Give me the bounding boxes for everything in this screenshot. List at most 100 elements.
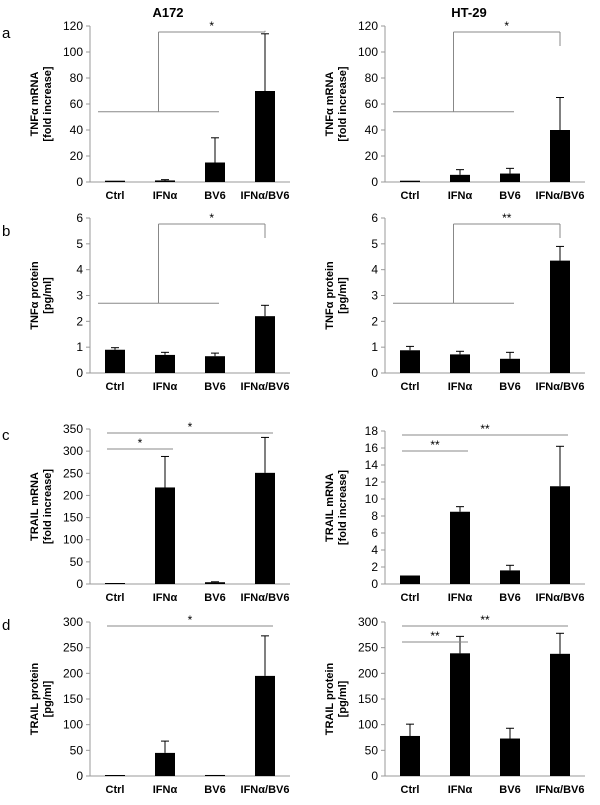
bar-ifnbv6 (550, 486, 570, 584)
bar-ifnbv6 (550, 130, 570, 182)
y-tick-label: 100 (63, 718, 83, 732)
y-tick-label: 100 (63, 45, 83, 59)
y-tick-label: 0 (76, 366, 83, 380)
y-tick-label: 2 (371, 560, 378, 574)
bar-bv6 (500, 738, 520, 776)
y-tick-label: 250 (358, 641, 378, 655)
y-tick-label: 200 (63, 666, 83, 680)
y-tick-label: 0 (76, 577, 83, 591)
bar-ifn (155, 752, 175, 776)
category-label: Ctrl (401, 592, 420, 604)
y-tick-label: 250 (63, 466, 83, 480)
y-tick-label: 1 (371, 340, 378, 354)
y-axis-title-line1: TNFα protein (29, 261, 41, 330)
row-label-b: b (2, 223, 10, 240)
y-axis-title-line2: [fold increase] (337, 66, 349, 142)
y-tick-label: 4 (371, 543, 378, 557)
y-tick-label: 300 (63, 444, 83, 458)
category-label: BV6 (499, 592, 520, 604)
row-label-d: d (2, 617, 10, 634)
category-label: IFNα (153, 592, 178, 604)
chart-b-a172: 0 1 2 3 4 5 6 TNFα protein [pg/ml] Ctrl IFNα BV6 IFN… (29, 211, 290, 393)
category-label: BV6 (499, 784, 520, 796)
chart-a-a172: 0 20 40 60 80 100 120 TNFα mRNA [fold increase] C… (29, 19, 290, 202)
y-tick-label: 0 (371, 577, 378, 591)
category-label: IFNα (448, 784, 473, 796)
chart-b-ht29: 0 1 2 3 4 5 6 TNFα protein [pg/ml] Ctrl IFNα BV6 IFN… (324, 211, 585, 393)
y-tick-label: 20 (365, 149, 379, 163)
column-title-a172: A172 (152, 5, 183, 20)
category-label: IFNα (448, 381, 473, 393)
category-label: BV6 (204, 784, 225, 796)
chart-a-ht29: 0 20 40 60 80 100 120 TNFα mRNA [fold increase] C… (324, 19, 585, 202)
y-tick-label: 12 (365, 475, 379, 489)
y-tick-label: 0 (76, 769, 83, 783)
y-tick-label: 300 (358, 615, 378, 629)
bar-ifn (450, 354, 470, 373)
y-tick-label: 6 (371, 211, 378, 225)
y-tick-label: 60 (365, 97, 379, 111)
bar-ifnbv6 (255, 316, 275, 373)
bar-ifn (155, 354, 175, 373)
y-axis-title-line2: [fold increase] (42, 469, 54, 545)
row-label-c: c (2, 427, 10, 444)
chart-c-ht29: 0 2 4 6 8 10 12 14 16 18 TRAIL mRNA [fold increase]… (324, 422, 585, 604)
y-axis-title-line2: [pg/ml] (42, 277, 54, 314)
bar-ifn (155, 487, 175, 584)
category-label: IFNα/BV6 (536, 190, 585, 202)
bar-ctrl (400, 575, 420, 584)
y-tick-label: 40 (365, 123, 379, 137)
y-tick-label: 18 (365, 424, 379, 438)
significance-label: * (188, 613, 193, 627)
significance-label: ** (480, 613, 490, 627)
significance-label: * (138, 436, 143, 450)
y-tick-label: 0 (371, 366, 378, 380)
significance-label: ** (502, 211, 512, 225)
y-axis-title-line1: TRAIL mRNA (29, 472, 41, 541)
bar-ifn (450, 653, 470, 776)
y-tick-label: 350 (63, 422, 83, 436)
category-label: IFNα (153, 784, 178, 796)
category-label: IFNα/BV6 (241, 592, 290, 604)
bar-ctrl (400, 735, 420, 776)
y-axis-title-line1: TRAIL protein (324, 662, 336, 735)
y-tick-label: 3 (371, 289, 378, 303)
category-label: BV6 (204, 190, 225, 202)
bar-ctrl (105, 180, 125, 182)
y-tick-label: 250 (63, 641, 83, 655)
y-tick-label: 200 (358, 666, 378, 680)
bar-ifn (450, 174, 470, 182)
category-label: Ctrl (401, 381, 420, 393)
bar-ctrl (400, 350, 420, 373)
category-label: BV6 (204, 381, 225, 393)
bar-ifnbv6 (255, 472, 275, 584)
y-tick-label: 120 (358, 19, 378, 33)
significance-label: * (209, 211, 214, 225)
bar-ifnbv6 (255, 91, 275, 182)
category-label: IFNα (153, 381, 178, 393)
bar-ifnbv6 (255, 675, 275, 776)
y-tick-label: 80 (70, 71, 84, 85)
category-label: IFNα/BV6 (241, 381, 290, 393)
y-tick-label: 200 (63, 488, 83, 502)
y-tick-label: 40 (70, 123, 84, 137)
category-label: IFNα/BV6 (536, 784, 585, 796)
y-axis-title-line1: TRAIL mRNA (324, 473, 336, 542)
y-tick-label: 14 (365, 458, 379, 472)
y-tick-label: 50 (70, 743, 84, 757)
y-tick-label: 1 (76, 340, 83, 354)
y-tick-label: 5 (76, 237, 83, 251)
y-tick-label: 6 (371, 526, 378, 540)
y-tick-label: 6 (76, 211, 83, 225)
y-axis-title-line2: [pg/ml] (337, 277, 349, 314)
y-tick-label: 8 (371, 509, 378, 523)
category-label: BV6 (204, 592, 225, 604)
significance-label: ** (480, 422, 490, 436)
bar-bv6 (205, 774, 225, 776)
chart-c-a172: 0 50 100 150 200 250 300 350 TRAIL mRNA [fold inc… (29, 420, 290, 604)
category-label: Ctrl (106, 190, 125, 202)
y-axis-title-line2: [fold increase] (42, 66, 54, 142)
y-tick-label: 50 (365, 743, 379, 757)
bar-bv6 (500, 173, 520, 182)
